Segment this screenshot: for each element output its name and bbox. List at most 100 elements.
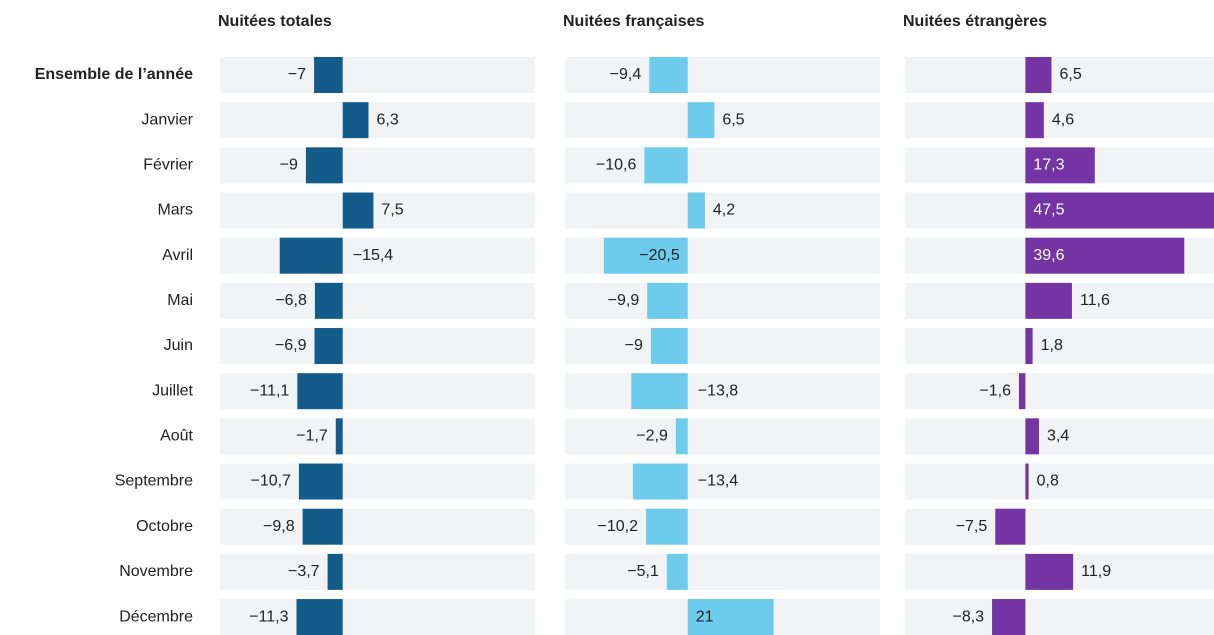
bar bbox=[327, 553, 343, 590]
bar bbox=[1025, 57, 1052, 93]
bar bbox=[995, 508, 1026, 545]
value-label: −10,6 bbox=[596, 157, 637, 174]
row-band bbox=[220, 508, 535, 545]
value-label: −7,5 bbox=[956, 518, 988, 535]
value-label: −9,9 bbox=[608, 292, 640, 309]
value-label: −10,2 bbox=[598, 518, 639, 535]
value-label: −20,5 bbox=[639, 247, 680, 264]
row-band bbox=[905, 599, 1214, 635]
row-band bbox=[565, 373, 880, 410]
panel-title: Nuitées totales bbox=[218, 13, 332, 30]
panel bbox=[565, 57, 880, 635]
bar bbox=[314, 57, 343, 93]
value-label: 39,6 bbox=[1033, 247, 1064, 264]
value-label: −6,8 bbox=[275, 292, 307, 309]
bar bbox=[1025, 237, 1185, 274]
panel-title: Nuitées étrangères bbox=[903, 13, 1047, 30]
row-band bbox=[220, 282, 535, 319]
row-band bbox=[565, 147, 880, 184]
bar bbox=[650, 328, 688, 365]
row-band bbox=[905, 57, 1214, 93]
row-band bbox=[220, 102, 535, 139]
value-label: −3,7 bbox=[288, 563, 320, 580]
row-band bbox=[220, 57, 535, 93]
row-band bbox=[220, 192, 535, 229]
value-label: 6,5 bbox=[722, 111, 744, 128]
row-band bbox=[565, 102, 880, 139]
bar bbox=[296, 599, 343, 635]
value-label: 6,3 bbox=[377, 111, 399, 128]
bar bbox=[992, 599, 1026, 635]
bar bbox=[305, 147, 343, 184]
row-band bbox=[220, 463, 535, 500]
value-label: −1,6 bbox=[979, 382, 1011, 399]
bar bbox=[687, 599, 774, 635]
value-label: 6,5 bbox=[1059, 66, 1081, 83]
row-band bbox=[565, 463, 880, 500]
row-band bbox=[220, 553, 535, 590]
bar bbox=[302, 508, 343, 545]
bar bbox=[1025, 553, 1074, 590]
row-band bbox=[565, 328, 880, 365]
value-label: 11,6 bbox=[1080, 292, 1110, 309]
bar bbox=[1025, 463, 1029, 500]
bar bbox=[1025, 418, 1040, 455]
value-label: −9,4 bbox=[610, 66, 642, 83]
bar bbox=[649, 57, 688, 93]
value-label: −11,1 bbox=[250, 382, 289, 399]
panel-title: Nuitées françaises bbox=[563, 13, 705, 30]
bar bbox=[687, 192, 705, 229]
value-label: 11,9 bbox=[1081, 563, 1111, 580]
row-label: Juin bbox=[164, 337, 193, 354]
row-label: Juillet bbox=[152, 382, 193, 399]
row-band bbox=[220, 373, 535, 410]
bar bbox=[342, 102, 369, 139]
row-label: Septembre bbox=[115, 473, 193, 490]
value-label: 3,4 bbox=[1047, 428, 1069, 445]
value-label: 1,8 bbox=[1041, 337, 1063, 354]
row-band bbox=[220, 599, 535, 635]
value-label: −9,8 bbox=[263, 518, 295, 535]
bar bbox=[314, 328, 343, 365]
row-label: Ensemble de l’année bbox=[35, 66, 193, 83]
row-band bbox=[565, 508, 880, 545]
bar bbox=[632, 463, 688, 500]
bar bbox=[279, 237, 343, 274]
panel bbox=[220, 57, 535, 635]
value-label: −15,4 bbox=[353, 247, 394, 264]
value-label: −2,9 bbox=[636, 428, 668, 445]
bar bbox=[335, 418, 343, 455]
value-label: −10,7 bbox=[250, 473, 291, 490]
value-label: −7 bbox=[288, 66, 306, 83]
value-label: −11,3 bbox=[249, 608, 288, 625]
row-band bbox=[220, 237, 535, 274]
bar bbox=[1025, 147, 1095, 184]
row-band bbox=[905, 328, 1214, 365]
bar bbox=[675, 418, 688, 455]
value-label: −6,9 bbox=[275, 337, 307, 354]
row-band bbox=[905, 508, 1214, 545]
row-band bbox=[565, 553, 880, 590]
row-label: Janvier bbox=[141, 111, 193, 128]
row-band bbox=[565, 57, 880, 93]
value-label: 7,5 bbox=[381, 202, 403, 219]
bar bbox=[1025, 328, 1033, 365]
value-label: −13,8 bbox=[698, 382, 739, 399]
value-label: −9 bbox=[625, 337, 643, 354]
bar bbox=[687, 102, 715, 139]
bar bbox=[1018, 373, 1026, 410]
bar bbox=[297, 373, 343, 410]
bar bbox=[1025, 282, 1072, 319]
bar bbox=[631, 373, 688, 410]
row-label: Mars bbox=[157, 202, 193, 219]
row-band bbox=[565, 192, 880, 229]
row-label: Octobre bbox=[136, 518, 193, 535]
panel bbox=[905, 57, 1214, 635]
row-label: Avril bbox=[162, 247, 193, 264]
row-label: Novembre bbox=[119, 563, 193, 580]
row-band bbox=[565, 282, 880, 319]
value-label: −9 bbox=[280, 157, 298, 174]
value-label: −1,7 bbox=[296, 428, 328, 445]
row-band bbox=[220, 418, 535, 455]
